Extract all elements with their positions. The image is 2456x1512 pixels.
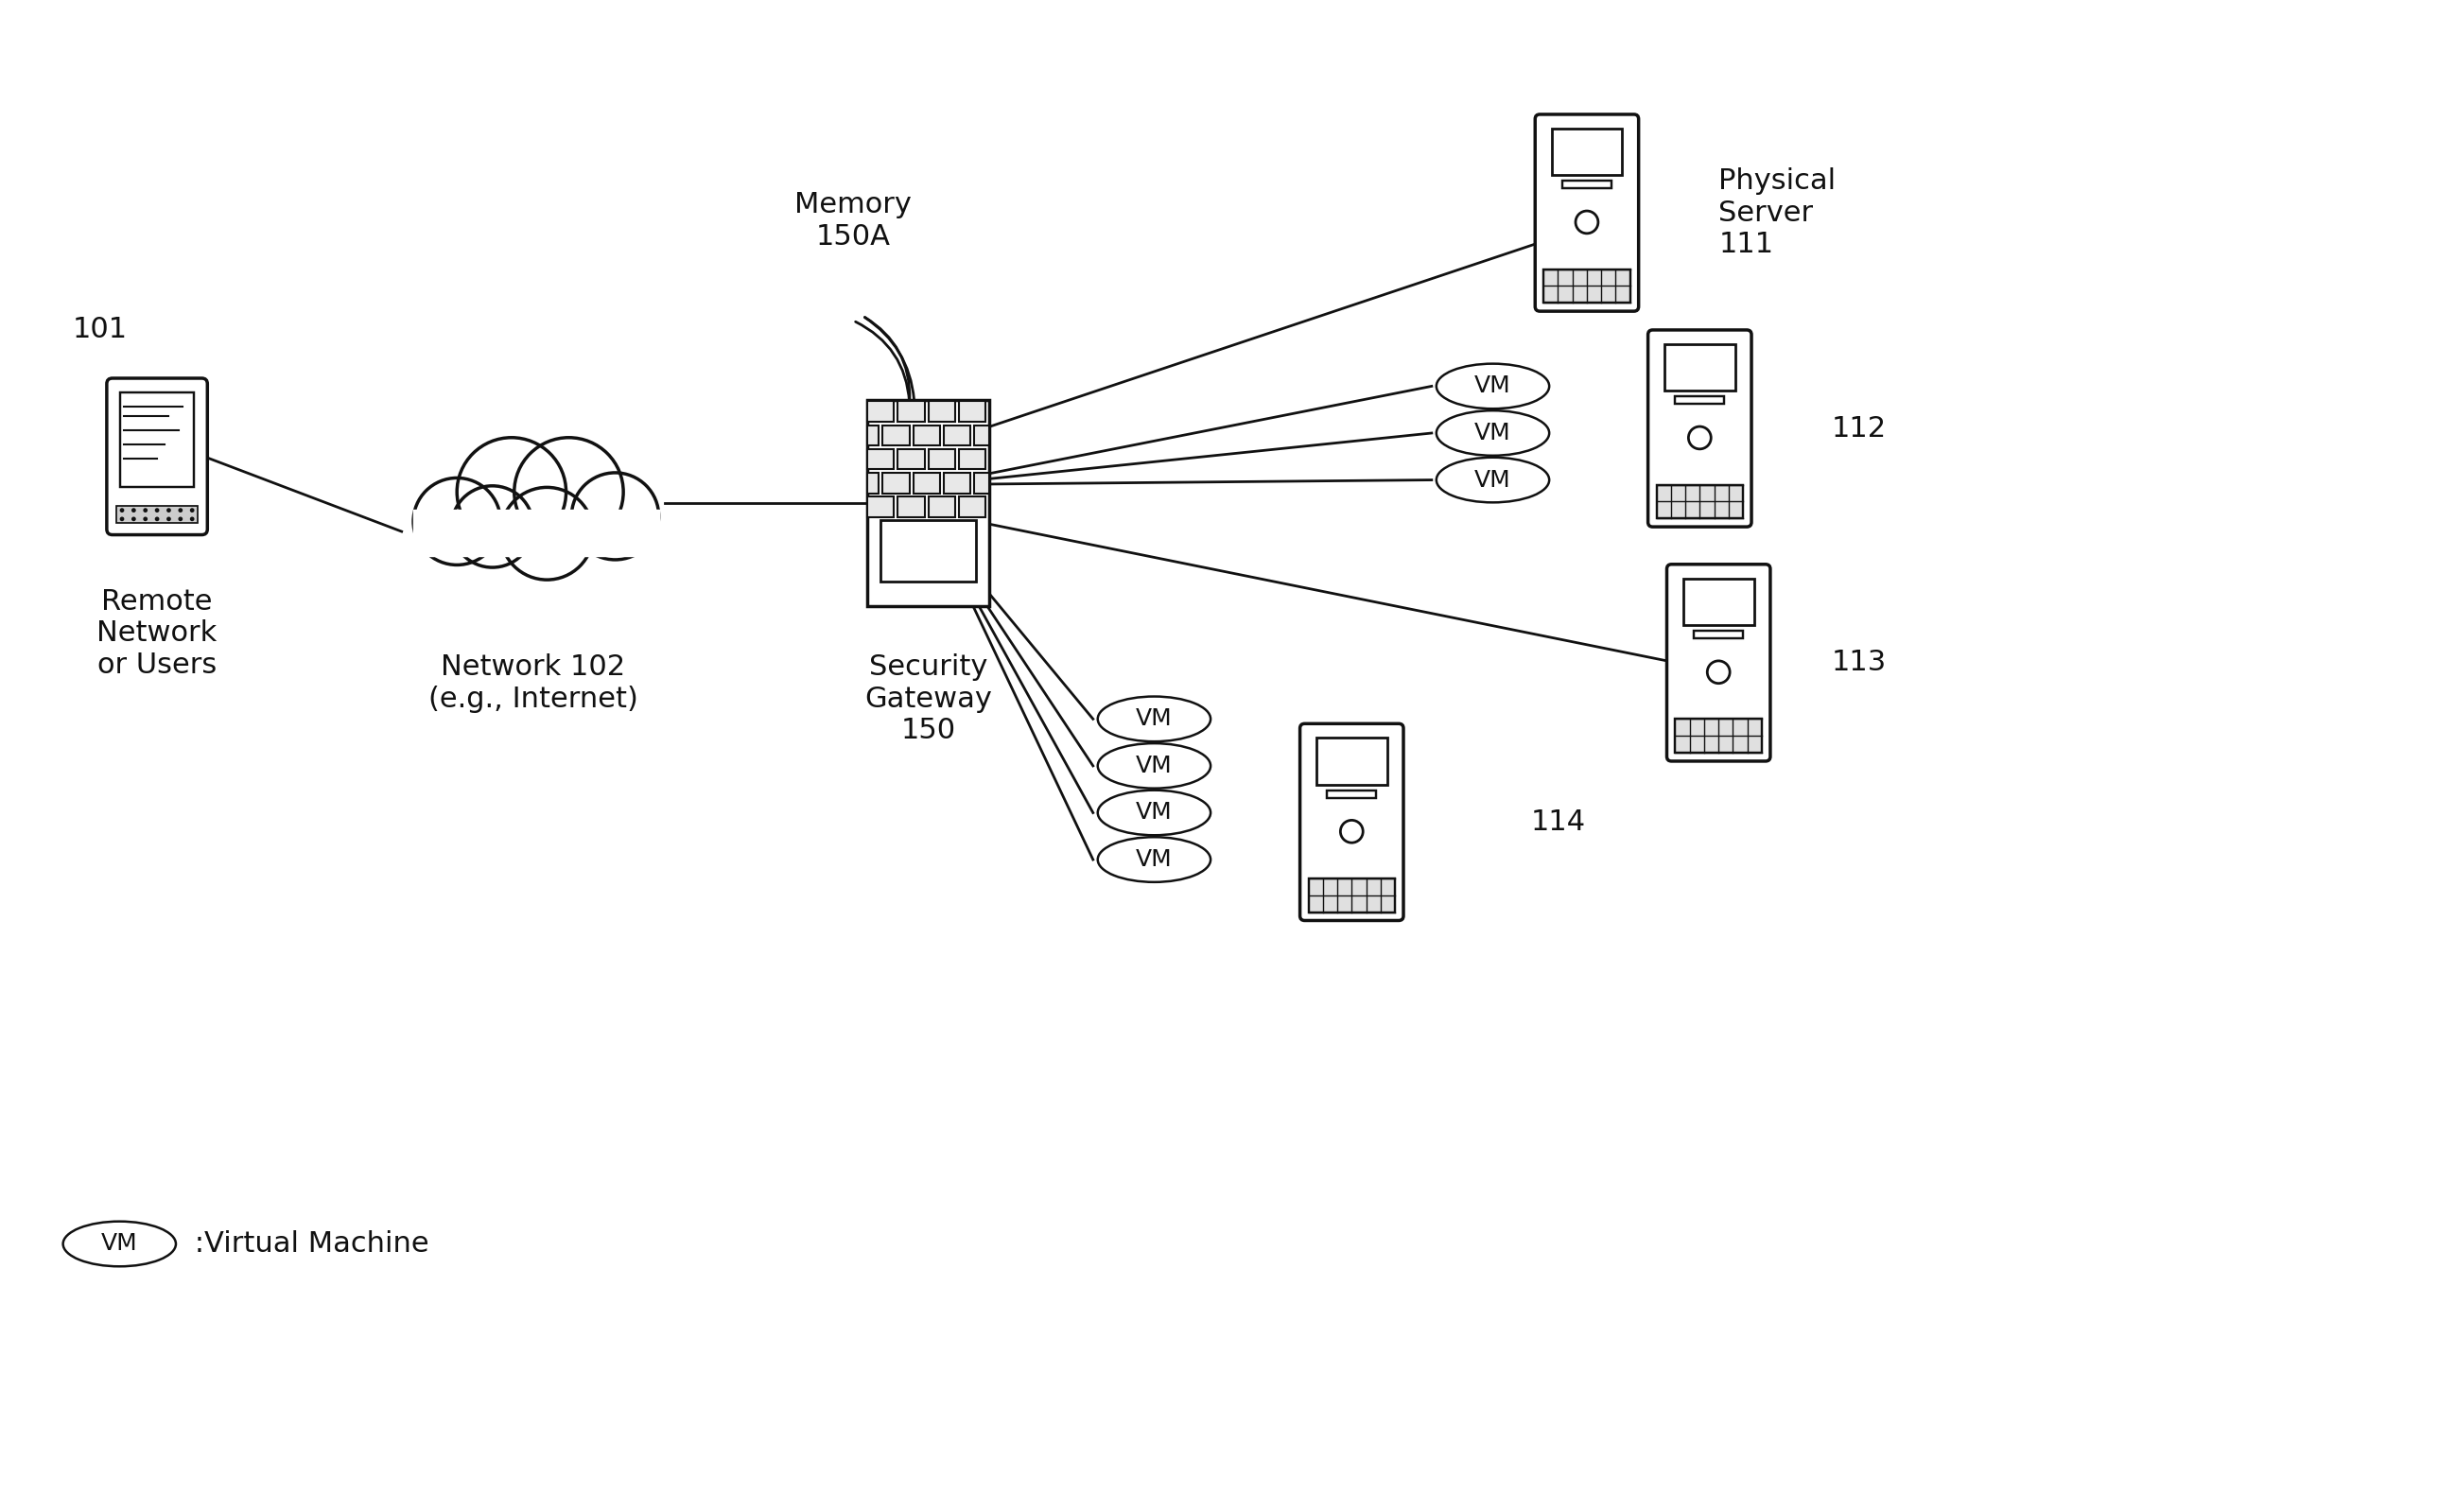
Text: Remote
Network
or Users: Remote Network or Users [96,588,216,679]
Ellipse shape [1098,791,1211,835]
Circle shape [120,517,123,520]
Circle shape [155,508,160,513]
Text: VM: VM [1135,708,1172,730]
Bar [1326,791,1375,798]
FancyBboxPatch shape [1535,115,1638,311]
Circle shape [457,437,565,546]
Text: Network 102
(e.g., Internet): Network 102 (e.g., Internet) [427,653,639,712]
Circle shape [167,508,169,513]
Text: Physical
Server
111: Physical Server 111 [1719,168,1837,259]
Bar [867,401,990,606]
FancyBboxPatch shape [1648,330,1751,526]
Bar [115,507,199,523]
Bar [882,425,909,446]
Text: VM: VM [1135,801,1172,824]
Circle shape [1341,820,1363,842]
FancyBboxPatch shape [106,378,206,535]
Bar [1562,181,1611,189]
Bar [928,401,955,422]
FancyBboxPatch shape [1668,564,1771,761]
Bar [975,473,990,493]
Circle shape [452,485,533,567]
Bar [958,497,985,517]
Bar [928,449,955,469]
Bar [882,473,909,493]
Bar [1695,631,1744,638]
Bar [882,520,975,582]
FancyBboxPatch shape [1299,724,1402,921]
Circle shape [513,437,624,546]
Ellipse shape [64,1222,177,1267]
Circle shape [145,508,147,513]
Bar [943,425,970,446]
Ellipse shape [1098,744,1211,788]
Bar [1552,129,1621,175]
Text: VM: VM [1135,848,1172,871]
Circle shape [179,517,182,520]
Circle shape [133,517,135,520]
Circle shape [413,478,501,565]
Circle shape [1687,426,1712,449]
Circle shape [155,517,160,520]
Bar [1655,485,1744,519]
Circle shape [501,487,594,579]
Bar [958,449,985,469]
Ellipse shape [1437,411,1550,455]
Text: 101: 101 [71,316,128,343]
Circle shape [192,508,194,513]
Bar [1542,269,1631,302]
Text: :Virtual Machine: :Virtual Machine [184,1231,430,1258]
Bar [1675,396,1724,404]
Bar [867,425,879,446]
Circle shape [133,508,135,513]
Bar [975,425,990,446]
Circle shape [1577,210,1599,233]
Text: Memory
150A: Memory 150A [796,191,911,251]
Bar [899,497,926,517]
Bar [1675,720,1761,753]
Text: VM: VM [1135,754,1172,777]
Circle shape [1707,661,1729,683]
Bar [928,497,955,517]
Circle shape [192,517,194,520]
Ellipse shape [1437,364,1550,408]
Text: 113: 113 [1832,649,1886,676]
Bar [1665,345,1734,392]
Text: 112: 112 [1832,414,1886,442]
Text: VM: VM [101,1232,138,1255]
Bar [867,497,894,517]
Text: 114: 114 [1530,809,1587,836]
Bar [1682,579,1754,626]
Circle shape [167,517,169,520]
Bar [914,425,941,446]
Text: VM: VM [1474,375,1510,398]
Bar [867,401,894,422]
Bar [899,401,926,422]
Bar [958,401,985,422]
Circle shape [572,473,658,559]
Text: Security
Gateway
150: Security Gateway 150 [865,653,992,744]
Bar [943,473,970,493]
Bar [867,449,894,469]
Circle shape [120,508,123,513]
Circle shape [145,517,147,520]
Ellipse shape [1098,697,1211,741]
Bar [914,473,941,493]
Circle shape [179,508,182,513]
Ellipse shape [1098,838,1211,881]
Bar [1309,878,1395,912]
Bar [1316,738,1388,785]
Ellipse shape [1437,458,1550,502]
Bar [899,449,926,469]
Text: VM: VM [1474,469,1510,491]
Bar [867,473,879,493]
Text: VM: VM [1474,422,1510,445]
Bar [120,393,194,487]
